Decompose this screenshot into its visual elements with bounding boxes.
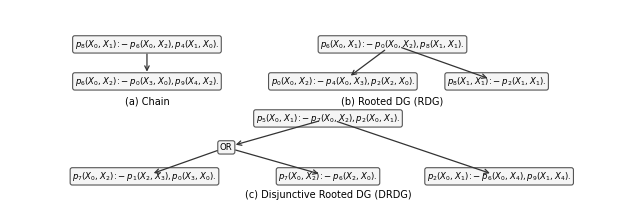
Text: OR: OR bbox=[220, 143, 233, 152]
Text: $p_6(X_0, X_1) \!:\!- p_0(X_0, X_2), p_8(X_1, X_1).$: $p_6(X_0, X_1) \!:\!- p_0(X_0, X_2), p_8… bbox=[320, 38, 465, 51]
Text: $p_5(X_0, X_1) \!:\!- p_7(X_0, X_2), p_2(X_0, X_1).$: $p_5(X_0, X_1) \!:\!- p_7(X_0, X_2), p_2… bbox=[256, 112, 400, 125]
Text: $p_7(X_0, X_2) \!:\!- p_1(X_2, X_3), p_0(X_3, X_0).$: $p_7(X_0, X_2) \!:\!- p_1(X_2, X_3), p_0… bbox=[72, 170, 217, 183]
Text: (b) Rooted DG (RDG): (b) Rooted DG (RDG) bbox=[341, 97, 444, 107]
Text: $p_6(X_0, X_2) \!:\!- p_0(X_3, X_0), p_9(X_4, X_2).$: $p_6(X_0, X_2) \!:\!- p_0(X_3, X_0), p_9… bbox=[75, 75, 219, 88]
Text: $p_2(X_0, X_1) \!:\!- p_6(X_0, X_4), p_9(X_1, X_4).$: $p_2(X_0, X_1) \!:\!- p_6(X_0, X_4), p_9… bbox=[427, 170, 572, 183]
Text: $p_0(X_0, X_2) \!:\!- p_4(X_0, X_3), p_2(X_2, X_0).$: $p_0(X_0, X_2) \!:\!- p_4(X_0, X_3), p_2… bbox=[271, 75, 415, 88]
Text: $p_8(X_0, X_1) \!:\!- p_6(X_0, X_2), p_4(X_1, X_0).$: $p_8(X_0, X_1) \!:\!- p_6(X_0, X_2), p_4… bbox=[75, 38, 219, 51]
Text: $p_7(X_0, X_2) \!:\!- p_6(X_2, X_0).$: $p_7(X_0, X_2) \!:\!- p_6(X_2, X_0).$ bbox=[278, 170, 378, 183]
Text: (a) Chain: (a) Chain bbox=[125, 97, 170, 107]
Text: $p_8(X_1, X_1) \!:\!- p_2(X_1, X_1).$: $p_8(X_1, X_1) \!:\!- p_2(X_1, X_1).$ bbox=[447, 75, 547, 88]
Text: (c) Disjunctive Rooted DG (DRDG): (c) Disjunctive Rooted DG (DRDG) bbox=[244, 190, 412, 200]
